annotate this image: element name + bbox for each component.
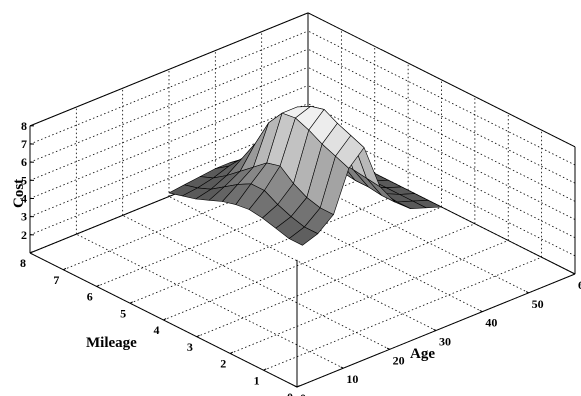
z-tick-label: 7 [21,137,27,151]
tick-mark [230,351,234,354]
grid-line [307,30,576,166]
z-axis-label: Cost [11,179,27,208]
y-tick-label: 2 [220,357,226,371]
tick-mark [296,385,300,388]
z-tick-label: 5 [21,173,27,187]
y-tick-label: 3 [187,340,193,354]
box-edge [307,12,576,148]
y-tick-label: 1 [254,373,260,387]
x-tick-label: 30 [439,335,451,349]
tick-mark [525,291,529,294]
tick-mark [129,301,133,304]
grid-line [307,48,576,184]
x-tick-label: 40 [485,316,497,330]
tick-mark [294,385,298,388]
tick-mark [386,347,390,350]
x-tick-label: 50 [532,297,544,311]
y-tick-label: 7 [53,273,59,287]
z-tick-label: 6 [21,155,27,169]
tick-mark [96,284,100,287]
tick-mark [433,328,437,331]
tick-mark [196,334,200,338]
x-tick-label: 20 [393,353,405,367]
grid-line [168,196,437,331]
grid-line [307,103,576,239]
z-tick-label: 8 [21,119,27,133]
x-tick-label: 10 [346,372,358,386]
tick-mark [340,366,344,369]
tick-mark [263,368,267,371]
grid-line [76,233,344,369]
y-tick-label: 5 [120,306,126,320]
tick-mark [63,267,67,271]
box-edge [29,12,309,127]
z-tick-label: 4 [21,192,27,206]
y-tick-label: 4 [154,323,160,337]
tick-mark [29,251,33,254]
x-axis-label: Age [410,346,435,362]
y-tick-label: 8 [20,256,26,270]
grid-line [230,240,509,354]
z-tick-label: 2 [21,228,27,242]
grid-line [307,85,576,220]
x-tick-label: 0 [300,391,306,396]
surface-mesh [168,106,442,246]
tick-labels: 0 10 20 30 40 50 60 0 1 2 3 4 5 6 7 8 2 3 4 5 6 7 8 [20,119,581,396]
grid-line [307,66,576,202]
tick-mark [572,272,576,275]
surface-patch [288,226,319,246]
y-axis-label: Mileage [86,335,137,351]
tick-mark [163,318,167,321]
y-tick-label: 0 [287,390,293,396]
tick-mark [479,310,483,313]
z-tick-label: 3 [21,210,27,224]
x-tick-label: 60 [578,278,581,292]
y-tick-label: 6 [87,290,93,304]
